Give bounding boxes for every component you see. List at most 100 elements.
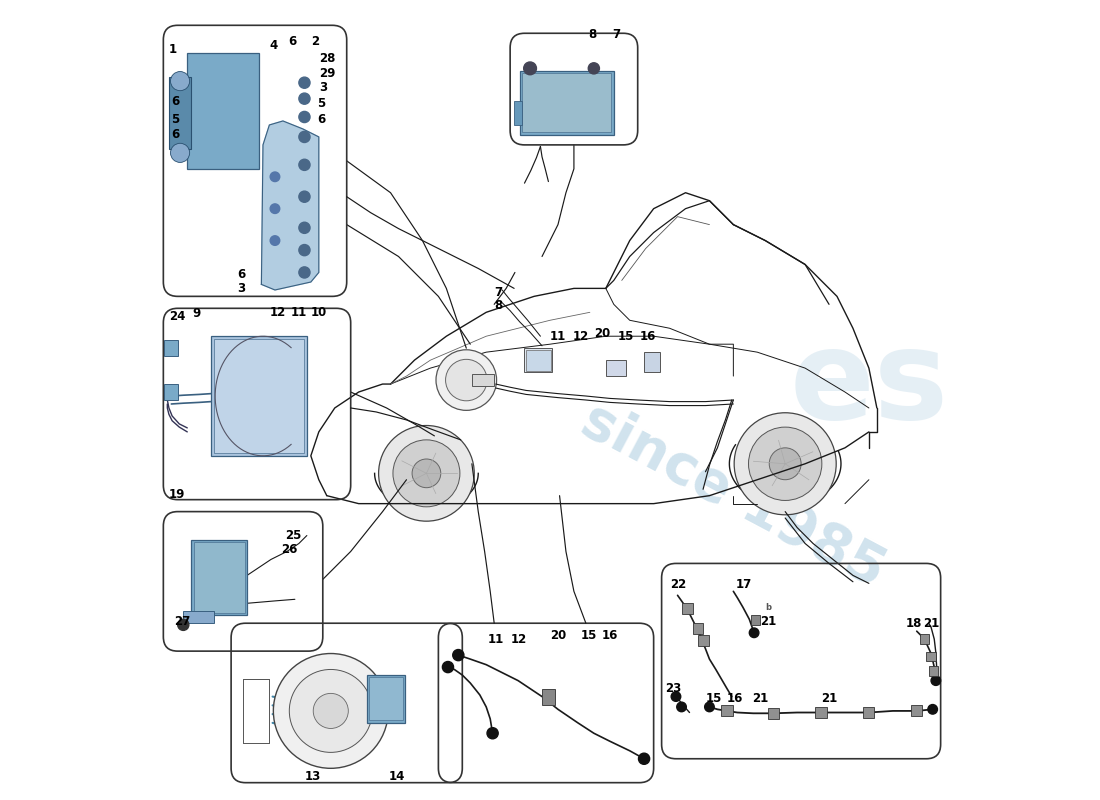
Text: 7: 7 — [494, 286, 503, 299]
Text: 6: 6 — [172, 128, 179, 141]
Circle shape — [299, 77, 310, 88]
Text: 19: 19 — [169, 487, 185, 501]
Bar — [542, 689, 554, 705]
Circle shape — [446, 359, 487, 401]
Circle shape — [928, 705, 937, 714]
Bar — [472, 374, 494, 386]
Bar — [164, 340, 178, 356]
Bar — [368, 678, 403, 721]
Circle shape — [442, 662, 453, 673]
Circle shape — [299, 159, 310, 170]
Circle shape — [271, 172, 279, 182]
Text: es: es — [790, 323, 948, 445]
Bar — [366, 675, 405, 723]
Circle shape — [769, 448, 801, 480]
Text: 21: 21 — [751, 693, 768, 706]
Text: 20: 20 — [550, 630, 566, 642]
Circle shape — [671, 692, 681, 702]
Text: 1: 1 — [169, 42, 177, 56]
Text: 6: 6 — [288, 34, 297, 48]
Text: 6: 6 — [172, 94, 179, 107]
Text: 15: 15 — [618, 330, 634, 342]
Circle shape — [638, 753, 650, 764]
Bar — [191, 539, 248, 615]
Circle shape — [299, 222, 310, 234]
Circle shape — [178, 619, 189, 630]
Text: 24: 24 — [169, 310, 185, 322]
Bar — [194, 542, 244, 613]
Bar — [751, 615, 760, 625]
Circle shape — [299, 131, 310, 142]
Circle shape — [748, 427, 822, 501]
Text: 4: 4 — [270, 38, 277, 52]
Text: 6: 6 — [238, 267, 245, 281]
Bar — [698, 635, 708, 646]
Circle shape — [271, 236, 279, 246]
Bar — [645, 352, 660, 372]
Circle shape — [299, 245, 310, 256]
Bar — [768, 708, 779, 719]
Text: 28: 28 — [319, 52, 336, 66]
Text: 5: 5 — [172, 113, 179, 126]
Circle shape — [676, 702, 686, 712]
Text: 11: 11 — [550, 330, 566, 342]
Circle shape — [588, 62, 600, 74]
Text: 9: 9 — [192, 307, 201, 321]
Text: 12: 12 — [510, 633, 527, 646]
Text: 12: 12 — [270, 306, 286, 319]
Circle shape — [524, 62, 537, 74]
Circle shape — [705, 702, 714, 712]
Bar — [169, 77, 191, 149]
Bar — [164, 384, 178, 400]
Circle shape — [314, 694, 349, 729]
Bar — [926, 652, 936, 662]
Text: 8: 8 — [588, 28, 596, 42]
Text: 16: 16 — [602, 630, 618, 642]
Bar — [864, 707, 874, 718]
Text: 29: 29 — [319, 66, 336, 80]
Text: 15: 15 — [581, 630, 596, 642]
Text: 8: 8 — [494, 299, 503, 313]
Circle shape — [378, 426, 474, 521]
Circle shape — [749, 628, 759, 638]
Text: 23: 23 — [666, 682, 682, 695]
Bar — [682, 603, 693, 614]
Text: 13: 13 — [305, 770, 321, 782]
Text: 20: 20 — [594, 326, 610, 339]
Circle shape — [289, 670, 372, 752]
Text: 11: 11 — [487, 633, 504, 646]
Text: 16: 16 — [727, 693, 744, 706]
Text: 17: 17 — [736, 578, 752, 591]
Bar — [525, 348, 552, 372]
Text: 15: 15 — [705, 693, 722, 706]
Bar — [519, 70, 614, 134]
Text: 21: 21 — [760, 615, 775, 628]
Bar — [815, 707, 826, 718]
Circle shape — [412, 459, 441, 488]
Text: 16: 16 — [639, 330, 656, 342]
Text: 27: 27 — [174, 615, 190, 628]
Circle shape — [299, 191, 310, 202]
Text: b: b — [766, 602, 771, 612]
Text: 3: 3 — [319, 81, 327, 94]
Polygon shape — [262, 121, 319, 290]
Text: 22: 22 — [670, 578, 686, 591]
Circle shape — [734, 413, 836, 515]
Circle shape — [393, 440, 460, 507]
Circle shape — [436, 350, 496, 410]
Text: 21: 21 — [923, 617, 939, 630]
Text: 5: 5 — [317, 97, 326, 110]
Circle shape — [170, 71, 189, 90]
Text: 12: 12 — [572, 330, 588, 342]
Bar — [722, 706, 733, 717]
Text: since 1985: since 1985 — [572, 393, 894, 598]
Bar — [693, 623, 703, 634]
Text: 3: 3 — [238, 282, 245, 295]
Bar — [928, 666, 938, 676]
Bar — [911, 706, 922, 717]
Bar — [213, 338, 305, 454]
Bar — [184, 611, 213, 623]
Text: 26: 26 — [282, 543, 298, 556]
Bar — [522, 73, 612, 132]
Bar — [514, 101, 522, 125]
